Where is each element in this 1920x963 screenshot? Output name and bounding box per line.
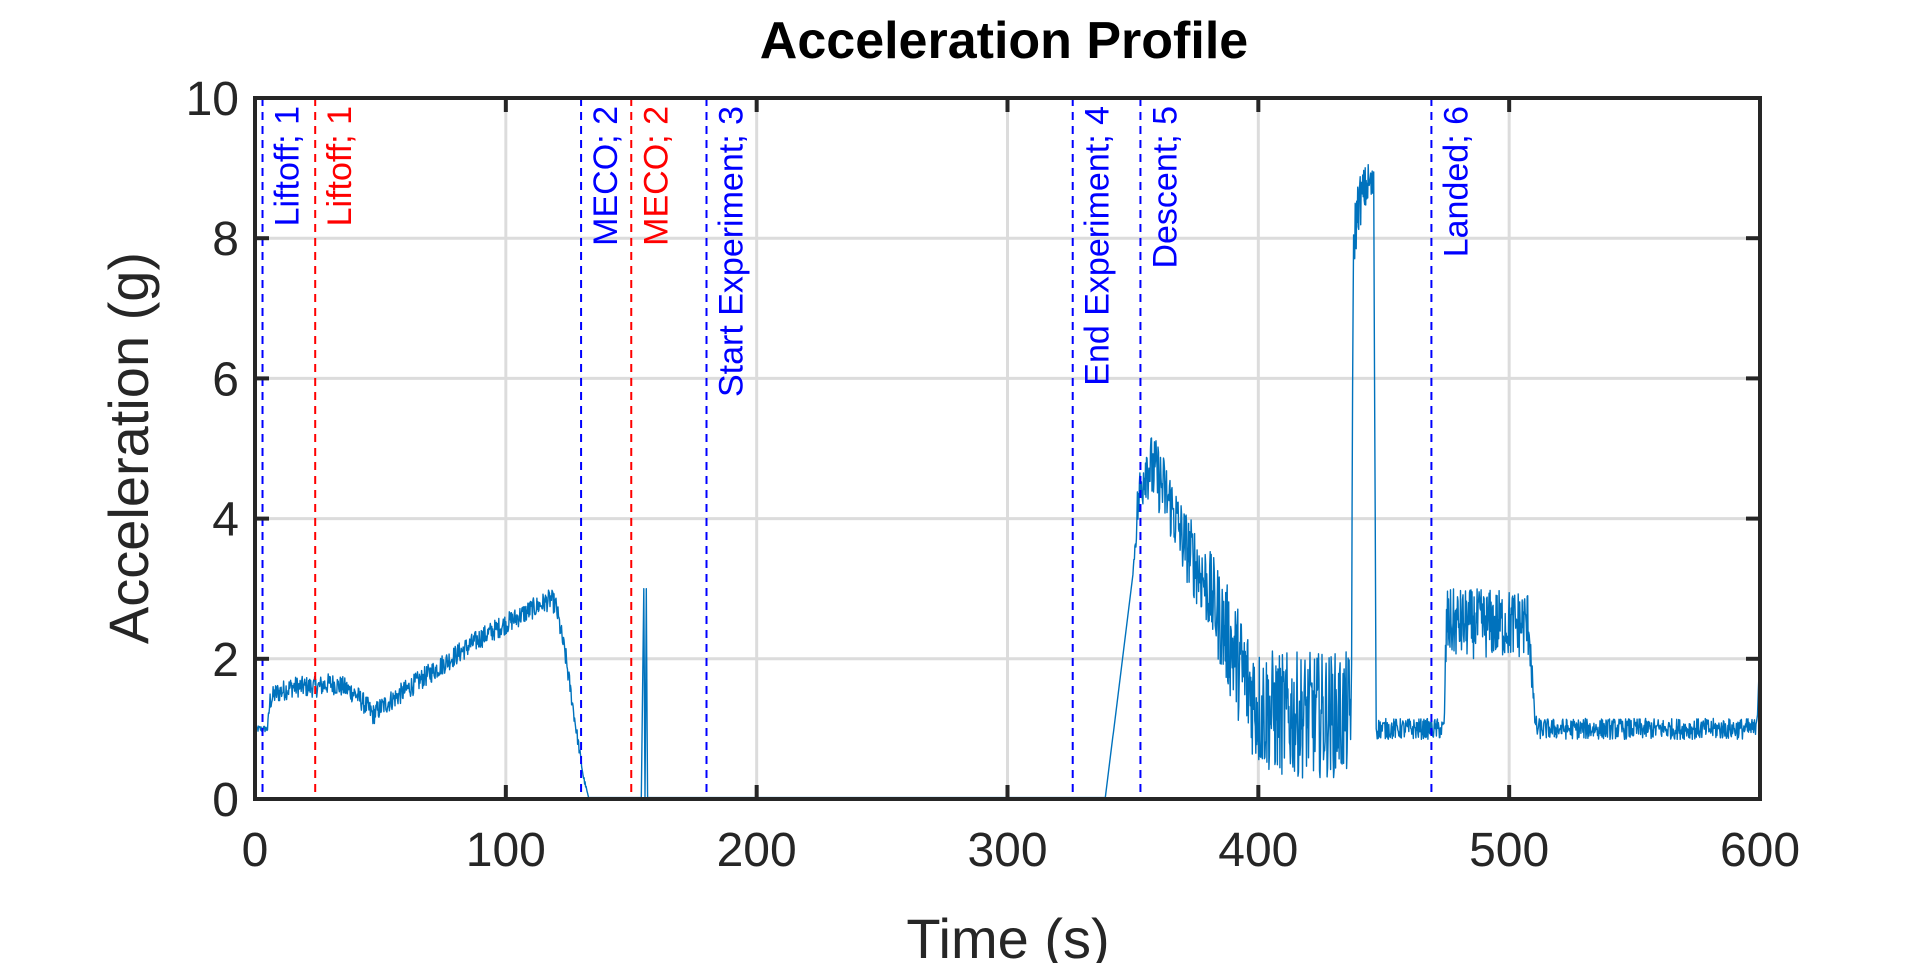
axis-ticks: 0 100 200 300 400 500 600 0 2 4 6 8 10 <box>186 73 1800 877</box>
y-tick-label: 0 <box>212 774 239 827</box>
y-tick-label: 10 <box>186 73 239 126</box>
y-tick-label: 4 <box>212 494 239 547</box>
x-axis-label: Time (s) <box>906 907 1109 963</box>
y-axis-label: Acceleration (g) <box>97 252 160 644</box>
event-label: Descent; 5 <box>1146 106 1184 269</box>
event-label: Liftoff; 1 <box>321 106 359 226</box>
event-label: MECO; 2 <box>637 106 675 246</box>
x-tick-label: 100 <box>466 824 546 877</box>
y-tick-label: 6 <box>212 353 239 406</box>
event-label: Landed; 6 <box>1437 106 1475 257</box>
event-label: Liftoff; 1 <box>269 106 307 226</box>
event-markers: Liftoff; 1 Liftoff; 1 MECO; 2 MECO; 2 Start … <box>261 98 1475 799</box>
event-label: Start Experiment; 3 <box>713 106 751 397</box>
x-tick-label: 600 <box>1720 824 1800 877</box>
y-tick-label: 8 <box>212 213 239 266</box>
x-tick-label: 300 <box>967 824 1047 877</box>
x-tick-label: 400 <box>1218 824 1298 877</box>
event-label: MECO; 2 <box>587 106 625 246</box>
chart-title: Acceleration Profile <box>760 12 1248 70</box>
x-tick-label: 500 <box>1469 824 1549 877</box>
x-tick-label: 0 <box>242 824 269 877</box>
grid-lines <box>255 98 1760 799</box>
x-tick-label: 200 <box>717 824 797 877</box>
event-label: End Experiment; 4 <box>1079 106 1117 386</box>
y-tick-label: 2 <box>212 634 239 687</box>
